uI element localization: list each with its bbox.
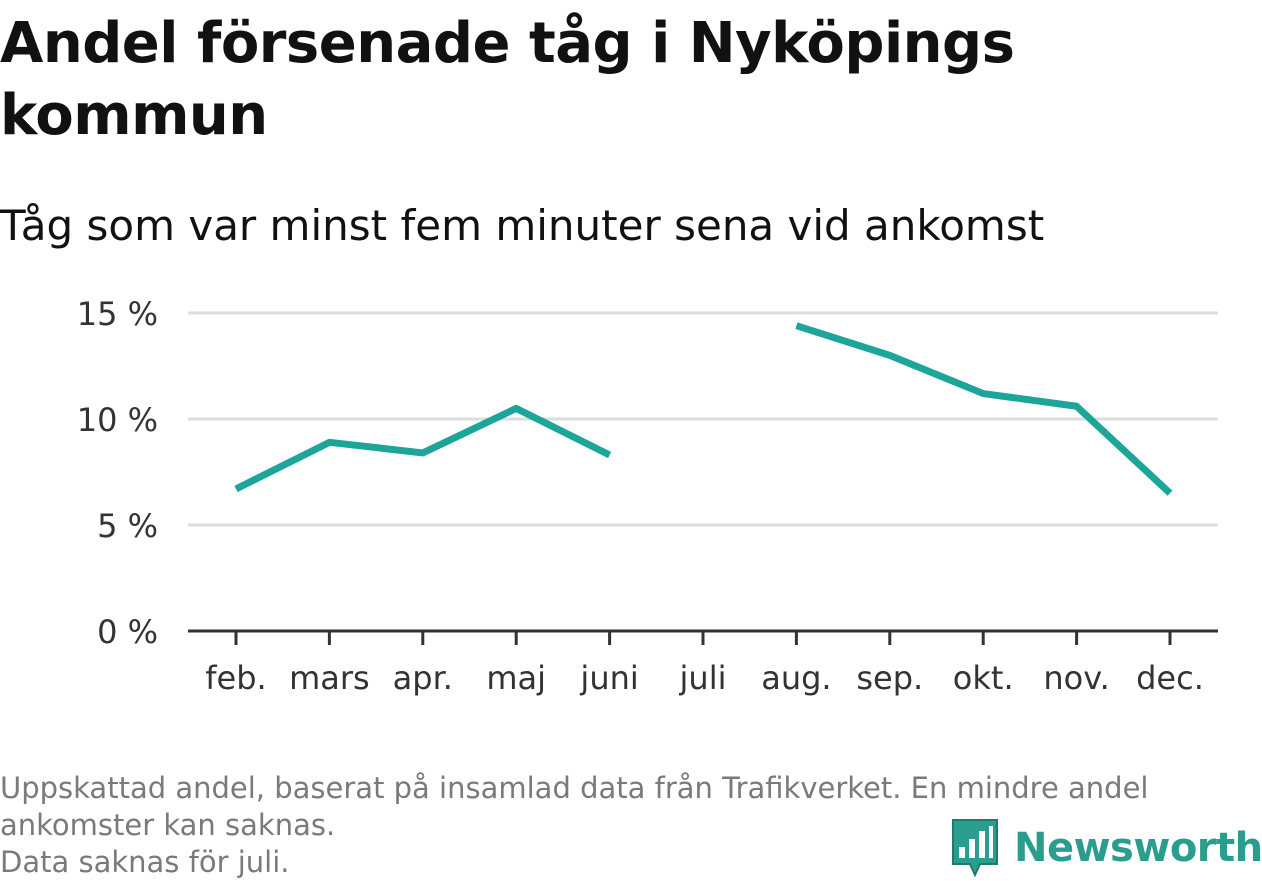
x-tick-label: juli (679, 659, 727, 697)
series-line-segment (234, 404, 612, 493)
y-tick-label: 10 % (77, 401, 158, 439)
line-chart: 0 % 5 % 10 % 15 % feb. mars apr. maj juni juli au… (77, 295, 1218, 697)
footer-note-line-3: Data saknas för juli. (0, 845, 290, 879)
chart-title: Andel försenade tåg i Nyköpings kommun (0, 11, 1015, 148)
y-tick-label: 5 % (97, 507, 158, 545)
newsworthy-logo: Newsworthy (950, 815, 1262, 881)
y-tick-label: 0 % (97, 613, 158, 651)
x-axis-ticks: feb. mars apr. maj juni juli aug. sep. okt. nov. d… (205, 631, 1204, 697)
x-tick-label: aug. (761, 659, 831, 697)
x-tick-label: sep. (856, 659, 923, 697)
grid-lines (188, 311, 1218, 527)
series-line-segment (795, 322, 1173, 496)
y-axis-tick-labels: 0 % 5 % 10 % 15 % (77, 295, 158, 651)
brand-name: Newsworthy (1014, 825, 1262, 871)
footer-note-line-1: Uppskattad andel, baserat på insamlad da… (0, 771, 1149, 805)
series-lines (234, 322, 1173, 496)
y-tick-label: 15 % (77, 295, 158, 333)
x-tick-label: nov. (1043, 659, 1109, 697)
x-tick-label: feb. (205, 659, 266, 697)
footer-note-line-2: ankomster kan saknas. (0, 808, 336, 842)
x-tick-label: apr. (393, 659, 453, 697)
x-tick-label: mars (289, 659, 370, 697)
x-tick-label: dec. (1136, 659, 1204, 697)
bar-chart-speech-bubble-icon (952, 819, 998, 878)
x-tick-label: juni (579, 659, 638, 697)
x-tick-label: okt. (953, 659, 1014, 697)
x-tick-label: maj (486, 659, 546, 697)
chart-subtitle: Tåg som var minst fem minuter sena vid a… (0, 201, 1045, 250)
footer-note: Uppskattad andel, baserat på insamlad da… (0, 770, 1250, 881)
